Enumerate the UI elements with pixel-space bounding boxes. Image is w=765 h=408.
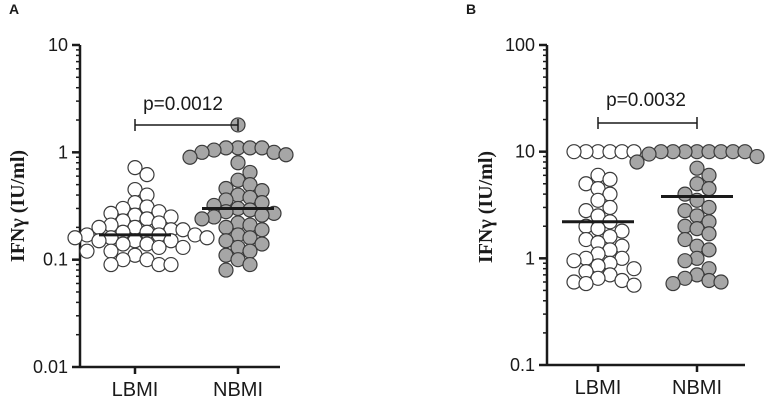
panel-b-points bbox=[566, 144, 765, 293]
y-tick-label: 0.1 bbox=[510, 355, 535, 375]
data-point-lbmi bbox=[602, 199, 618, 216]
data-point-nbmi bbox=[254, 236, 270, 252]
data-point-lbmi bbox=[602, 171, 618, 187]
data-point-lbmi bbox=[67, 230, 83, 246]
panel-b-x-axis: LBMI NBMI bbox=[547, 363, 745, 399]
y-tick-label: 1 bbox=[58, 142, 68, 162]
data-point-nbmi bbox=[689, 160, 705, 176]
data-point-lbmi bbox=[79, 243, 95, 259]
y-tick-label: 100 bbox=[505, 35, 535, 55]
data-point-lbmi bbox=[115, 236, 131, 252]
data-point-nbmi bbox=[194, 211, 210, 227]
data-point-lbmi bbox=[590, 220, 606, 237]
panel-b: B IFNγ (IU/ml) 0.1 1 10 100 LBMI NBMI p=0.00… bbox=[466, 1, 765, 399]
data-point-nbmi bbox=[641, 146, 657, 162]
data-point-nbmi bbox=[182, 149, 198, 165]
panel-a-y-axis: 0.01 0.1 1 10 bbox=[33, 35, 82, 377]
panel-a-x-axis: LBMI NBMI bbox=[80, 365, 280, 401]
data-point-lbmi bbox=[566, 253, 582, 269]
data-point-nbmi bbox=[665, 275, 681, 292]
panel-b-y-axis-label: IFNγ (IU/ml) bbox=[475, 151, 497, 263]
data-point-lbmi bbox=[626, 277, 642, 293]
data-point-lbmi bbox=[566, 144, 582, 160]
panel-a-medians bbox=[99, 206, 274, 237]
data-point-nbmi bbox=[242, 243, 258, 259]
data-point-nbmi bbox=[749, 148, 765, 165]
data-point-nbmi bbox=[629, 154, 645, 170]
data-point-lbmi bbox=[626, 261, 642, 277]
panel-b-y-axis: 0.1 1 10 100 bbox=[505, 35, 549, 375]
data-point-nbmi bbox=[677, 231, 693, 248]
x-tick-label-nbmi: NBMI bbox=[672, 377, 722, 399]
data-point-nbmi bbox=[701, 199, 717, 216]
y-tick-label: 10 bbox=[48, 35, 68, 55]
x-tick-label-lbmi: LBMI bbox=[112, 379, 159, 401]
data-point-lbmi bbox=[199, 230, 215, 246]
data-point-lbmi bbox=[151, 239, 167, 256]
data-point-lbmi bbox=[139, 167, 155, 183]
x-tick-label-nbmi: NBMI bbox=[213, 379, 263, 401]
data-point-lbmi bbox=[175, 239, 191, 256]
data-point-nbmi bbox=[701, 181, 717, 197]
data-point-nbmi bbox=[701, 226, 717, 242]
panel-b-significance-bracket bbox=[597, 117, 698, 129]
panel-a-letter: A bbox=[9, 1, 19, 17]
panel-b-letter: B bbox=[466, 1, 476, 17]
data-point-nbmi bbox=[677, 253, 693, 269]
data-point-lbmi bbox=[578, 275, 594, 292]
panel-a-y-axis-label: IFNγ (IU/ml) bbox=[7, 150, 29, 262]
panel-b-p-value: p=0.0032 bbox=[606, 90, 686, 111]
data-point-nbmi bbox=[218, 262, 234, 278]
panel-a: A IFNγ (IU/ml) 0.01 0.1 1 10 LBMI NBMI p=0.0… bbox=[7, 1, 294, 401]
x-tick-label-lbmi: LBMI bbox=[575, 377, 622, 399]
data-point-nbmi bbox=[701, 242, 717, 258]
data-point-nbmi bbox=[701, 167, 717, 183]
data-point-nbmi bbox=[713, 274, 729, 290]
data-point-nbmi bbox=[254, 207, 270, 223]
data-point-lbmi bbox=[103, 256, 119, 273]
panel-b-medians bbox=[562, 194, 733, 224]
panel-a-points bbox=[67, 117, 294, 278]
data-point-lbmi bbox=[103, 243, 119, 259]
panel-a-significance-bracket bbox=[134, 119, 239, 131]
data-point-lbmi bbox=[590, 192, 606, 208]
data-point-lbmi bbox=[127, 160, 143, 176]
data-point-nbmi bbox=[278, 147, 294, 163]
y-tick-label: 1 bbox=[525, 248, 535, 268]
y-tick-label: 0.1 bbox=[43, 250, 68, 270]
panel-a-p-value: p=0.0012 bbox=[143, 94, 223, 115]
y-tick-label: 10 bbox=[515, 142, 535, 162]
y-tick-label: 0.01 bbox=[33, 357, 68, 377]
data-point-nbmi bbox=[242, 256, 258, 273]
data-point-lbmi bbox=[163, 256, 179, 273]
data-point-nbmi bbox=[254, 222, 270, 238]
data-point-nbmi bbox=[230, 155, 246, 171]
